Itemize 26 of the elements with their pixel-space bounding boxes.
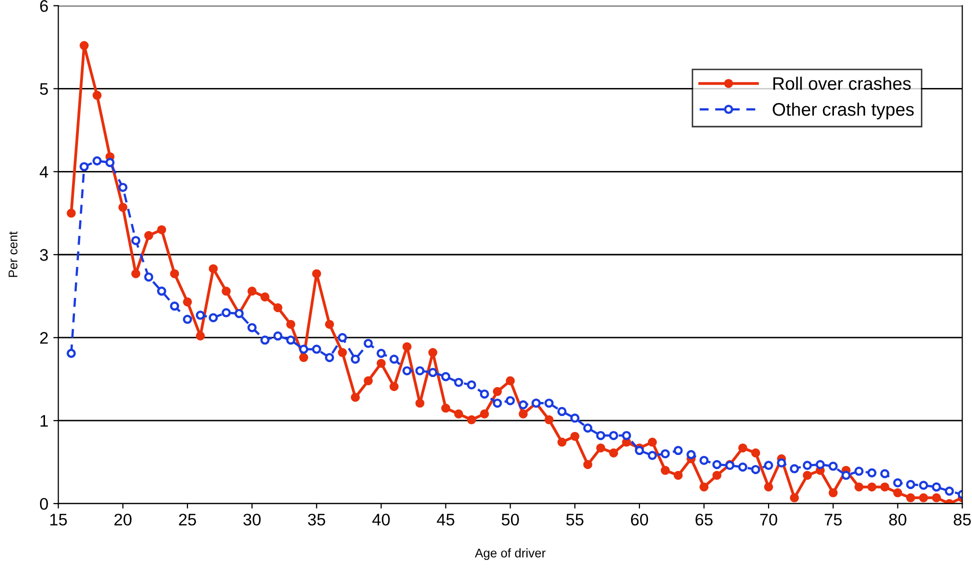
x-tick-label: 65 <box>696 514 713 526</box>
x-tick-label: 85 <box>954 514 971 526</box>
legend-label: Roll over crashes <box>773 76 911 90</box>
y-tick-label: 6 <box>40 0 48 12</box>
y-tick-label: 4 <box>40 166 48 178</box>
x-tick-label: 55 <box>566 514 584 526</box>
x-tick-label: 30 <box>243 514 261 526</box>
y-axis-title: Per cent <box>8 231 18 277</box>
x-tick-label: 25 <box>179 514 196 526</box>
y-tick-label: 2 <box>40 332 48 344</box>
x-tick-label: 20 <box>114 514 132 526</box>
y-tick-label: 0 <box>40 498 48 510</box>
legend-label: Other crash types <box>772 102 914 120</box>
y-tick-label: 1 <box>40 415 48 427</box>
x-tick-label: 70 <box>760 514 778 526</box>
x-tick-label: 15 <box>50 514 67 526</box>
x-tick-label: 45 <box>436 514 454 526</box>
x-tick-label: 80 <box>889 514 906 526</box>
x-tick-label: 35 <box>308 514 326 526</box>
x-tick-label: 60 <box>631 514 648 526</box>
x-axis-title: Age of driver <box>474 548 546 560</box>
x-tick-label: 75 <box>824 514 842 526</box>
y-tick-label: 5 <box>40 83 48 95</box>
x-tick-label: 50 <box>502 514 519 526</box>
x-tick-label: 40 <box>372 514 390 526</box>
y-tick-label: 3 <box>40 249 48 261</box>
